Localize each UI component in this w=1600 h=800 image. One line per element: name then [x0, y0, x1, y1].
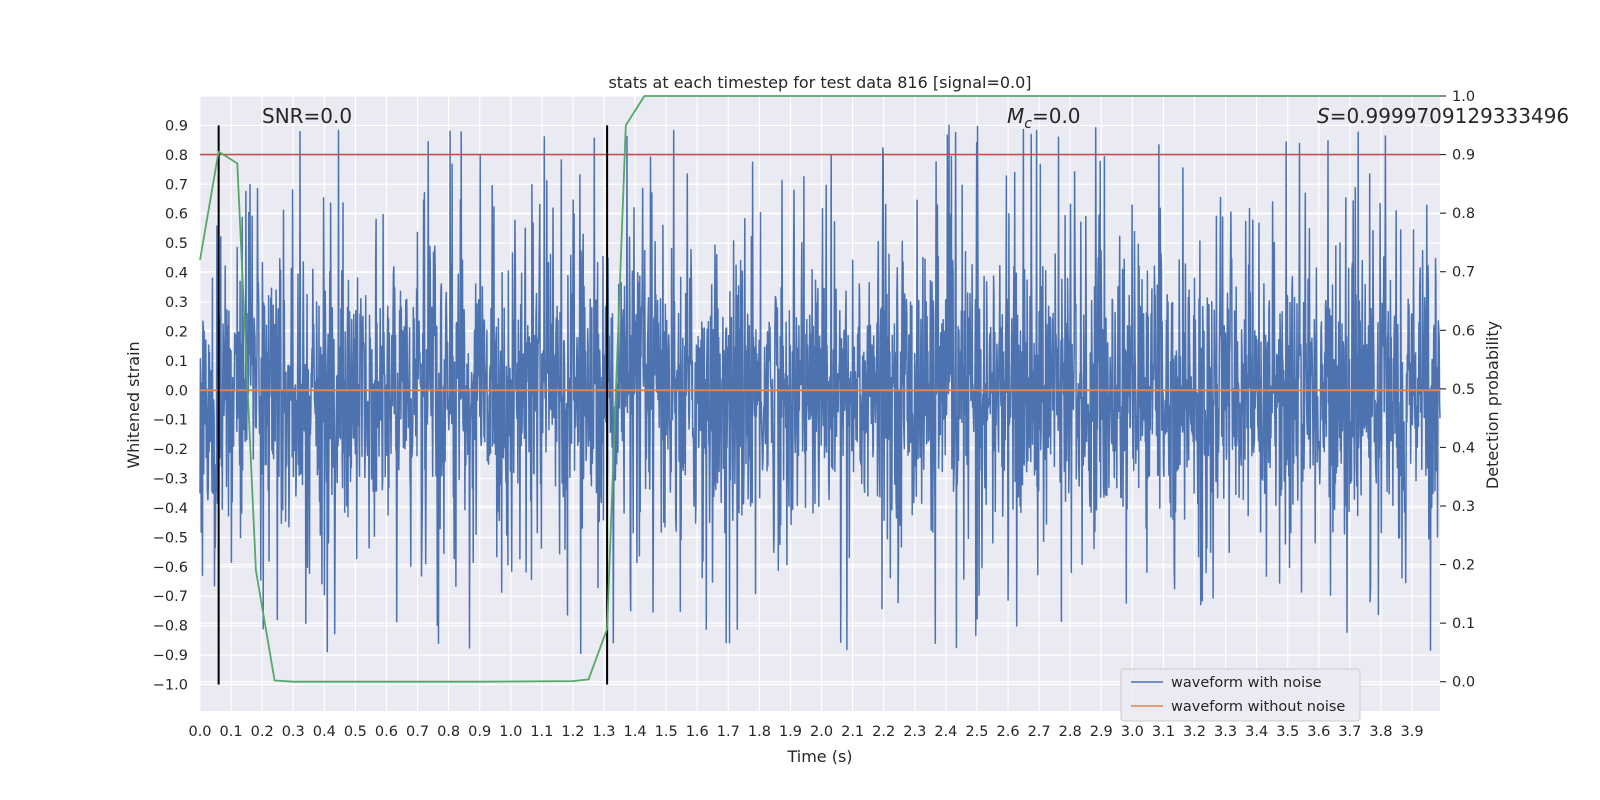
- legend-label-noise: waveform with noise: [1171, 675, 1322, 691]
- x-tick-label: 3.8: [1369, 724, 1392, 740]
- y-tick-label: 0.6: [165, 207, 188, 223]
- series-layer: [199, 124, 1441, 655]
- x-tick-label: 2.9: [1090, 724, 1113, 740]
- x-tick-label: 1.2: [561, 724, 584, 740]
- series-detection-probability: [199, 95, 1440, 683]
- legend-label-clean: waveform without noise: [1171, 699, 1345, 715]
- y2-tick-label: 0.4: [1452, 440, 1475, 456]
- x-tick-label: 2.8: [1059, 724, 1082, 740]
- y-tick-label: 0.4: [165, 266, 188, 282]
- x-tick-label: 3.3: [1214, 724, 1237, 740]
- legend-box: [1120, 668, 1361, 722]
- y2-tick-label: 0.7: [1452, 265, 1475, 281]
- y2-tick-label: 0.8: [1452, 206, 1475, 222]
- chart-title: stats at each timestep for test data 816…: [608, 73, 1031, 92]
- y-tick-label: 0.5: [165, 236, 188, 252]
- overlay-layer: [199, 95, 1440, 685]
- y-tick-label: 0.7: [165, 177, 188, 193]
- x-tick-label: 1.9: [779, 724, 802, 740]
- y2-tick-label: 0.5: [1452, 382, 1475, 398]
- y-tick-label: −1.0: [153, 678, 188, 694]
- x-tick-label: 3.4: [1245, 724, 1268, 740]
- legend: waveform with noise waveform without noi…: [1120, 668, 1361, 722]
- x-tick-label: 3.0: [1121, 724, 1144, 740]
- x-tick-label: 0.5: [344, 724, 367, 740]
- x-tick-label: 2.2: [872, 724, 895, 740]
- y-tick-label: 0.1: [165, 354, 188, 370]
- x-tick-label: 0.6: [375, 724, 398, 740]
- x-tick-label: 3.9: [1400, 724, 1423, 740]
- y-tick-label: −0.5: [153, 530, 188, 546]
- y2-tick-label: 0.9: [1452, 148, 1475, 164]
- x-tick-label: 2.4: [934, 724, 957, 740]
- y-tick-label: 0.8: [165, 148, 188, 164]
- x-axis-ticks: 0.0 0.1 0.2 0.3 0.4 0.5 0.6 0.7 0.8 0.9 1.0 1.1 1.2 1…: [188, 724, 1423, 740]
- y2-tick-label: 1.0: [1452, 89, 1475, 105]
- x-tick-label: 0.0: [188, 724, 211, 740]
- x-tick-label: 1.6: [686, 724, 709, 740]
- y-tick-label: 0.9: [165, 118, 188, 134]
- y-tick-label: 0.3: [165, 295, 188, 311]
- right-axis-ticks: 1.0 0.9 0.8 0.7 0.6 0.5 0.4 0.3 0.2 0.1 0.0: [1440, 89, 1475, 691]
- y-tick-label: −0.4: [153, 501, 188, 517]
- x-tick-label: 0.3: [282, 724, 305, 740]
- x-tick-label: 0.4: [313, 724, 336, 740]
- x-tick-label: 1.3: [592, 724, 615, 740]
- x-tick-label: 2.7: [1028, 724, 1051, 740]
- x-tick-label: 3.6: [1307, 724, 1330, 740]
- y-tick-label: −0.9: [153, 648, 188, 664]
- x-tick-label: 2.5: [965, 724, 988, 740]
- y-tick-label: −0.8: [153, 619, 188, 635]
- x-tick-label: 0.2: [251, 724, 274, 740]
- x-tick-label: 0.7: [406, 724, 429, 740]
- y-tick-label: −0.1: [153, 413, 188, 429]
- y-tick-label: −0.6: [153, 560, 188, 576]
- y-tick-label: 0.2: [165, 324, 188, 340]
- x-tick-label: 3.5: [1276, 724, 1299, 740]
- x-tick-label: 1.8: [748, 724, 771, 740]
- score-annotation: S=0.9999709129333496: [1317, 104, 1569, 128]
- y2-tick-label: 0.6: [1452, 323, 1475, 339]
- left-axis-ticks: 0.9 0.8 0.7 0.6 0.5 0.4 0.3 0.2 0.1 0.0 −0.1 −0.2 −0…: [153, 118, 188, 693]
- y-tick-label: −0.2: [153, 442, 188, 458]
- x-tick-label: 3.7: [1338, 724, 1361, 740]
- y2-axis-label: Detection probability: [1483, 321, 1502, 489]
- y-tick-label: 0.0: [165, 383, 188, 399]
- x-tick-label: 1.0: [499, 724, 522, 740]
- x-tick-label: 2.0: [810, 724, 833, 740]
- x-tick-label: 3.2: [1183, 724, 1206, 740]
- chirp-mass-annotation: Mc=0.0: [1007, 104, 1081, 132]
- y-axis-label: Whitened strain: [124, 341, 143, 468]
- x-tick-label: 2.3: [903, 724, 926, 740]
- y2-tick-label: 0.1: [1452, 616, 1475, 632]
- x-tick-label: 0.9: [468, 724, 491, 740]
- y2-tick-label: 0.0: [1452, 675, 1475, 691]
- x-tick-label: 1.7: [717, 724, 740, 740]
- x-tick-label: 2.1: [841, 724, 864, 740]
- x-axis-label: Time (s): [786, 747, 852, 766]
- x-tick-label: 1.5: [655, 724, 678, 740]
- y-tick-label: −0.3: [153, 472, 188, 488]
- x-tick-label: 0.1: [220, 724, 243, 740]
- x-tick-label: 2.6: [996, 724, 1019, 740]
- y-tick-label: −0.7: [153, 589, 188, 605]
- series-waveform-with-noise: [199, 124, 1441, 655]
- y2-tick-label: 0.2: [1452, 558, 1475, 574]
- snr-annotation: SNR=0.0: [262, 104, 352, 128]
- x-tick-label: 3.1: [1152, 724, 1175, 740]
- x-tick-label: 1.4: [624, 724, 647, 740]
- y2-tick-label: 0.3: [1452, 499, 1475, 515]
- x-tick-label: 1.1: [530, 724, 553, 740]
- x-tick-label: 0.8: [437, 724, 460, 740]
